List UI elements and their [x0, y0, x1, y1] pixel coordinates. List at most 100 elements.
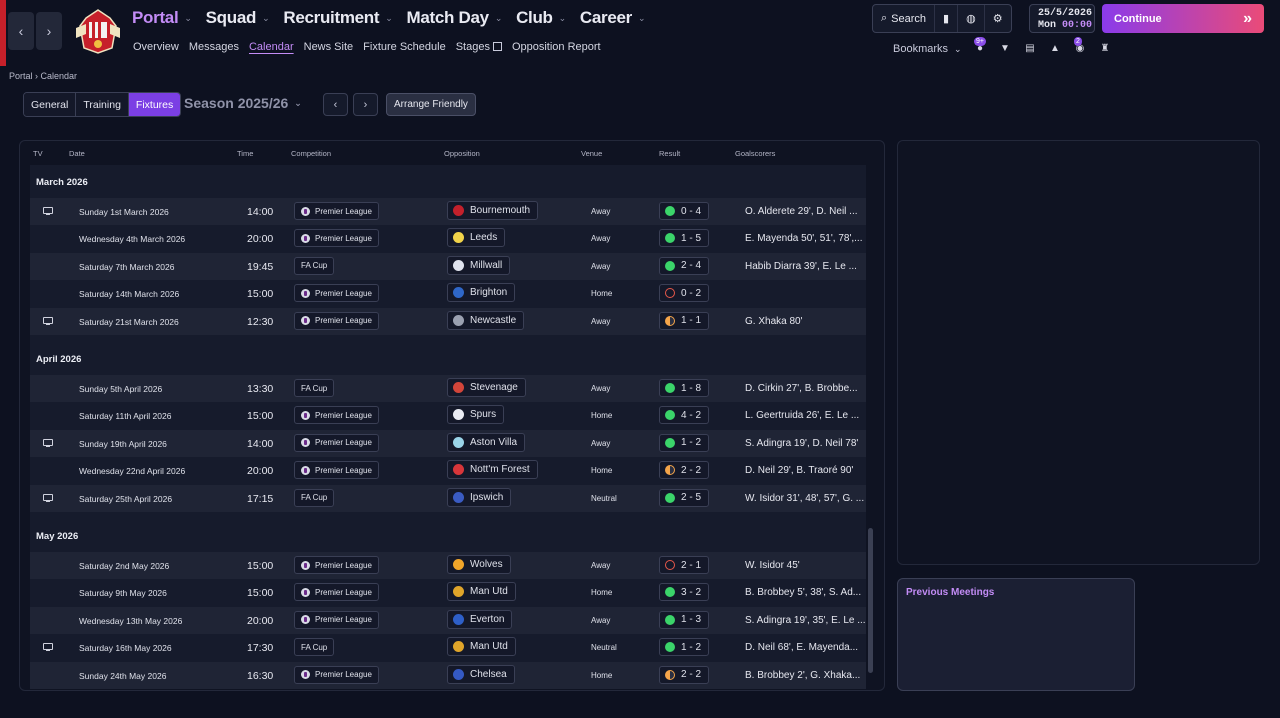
opposition-chip[interactable]: Leeds — [447, 228, 506, 248]
table-row[interactable]: Saturday 9th May 2026 15:00 Premier League… — [30, 579, 866, 607]
tab-general[interactable]: General — [24, 93, 77, 116]
competition-chip[interactable]: Premier League — [294, 284, 379, 303]
result-chip[interactable]: 1 - 3 — [659, 610, 710, 629]
result-chip[interactable]: 2 - 5 — [659, 488, 710, 507]
opposition-chip[interactable]: Man Utd — [447, 637, 516, 657]
tab-training[interactable]: Training — [76, 93, 129, 116]
opposition-chip[interactable]: Everton — [447, 609, 513, 629]
header-date[interactable]: Date — [69, 149, 85, 158]
back-button[interactable]: ‹ — [8, 12, 34, 50]
main-nav-portal[interactable]: Portal ⌄ — [132, 8, 192, 28]
bookmarks-dropdown[interactable]: Bookmarks ⌄ — [893, 43, 962, 55]
opposition-chip[interactable]: Stevenage — [447, 378, 526, 397]
tab-fixtures[interactable]: Fixtures — [128, 93, 181, 116]
main-nav-recruitment[interactable]: Recruitment ⌄ — [283, 8, 392, 28]
opposition-chip[interactable]: Chelsea — [447, 664, 515, 684]
result-chip[interactable]: 1 - 8 — [659, 379, 710, 397]
competition-chip[interactable]: FA Cup — [294, 256, 335, 275]
next-season-button[interactable]: › — [353, 93, 378, 116]
season-dropdown[interactable]: Season 2025/26 ⌄ — [184, 95, 302, 111]
opposition-chip[interactable]: Aston Villa — [447, 432, 526, 452]
competition-chip[interactable]: Premier League — [294, 610, 379, 629]
competition-chip[interactable]: FA Cup — [294, 638, 335, 657]
result-chip[interactable]: 0 - 2 — [659, 284, 710, 303]
header-result[interactable]: Result — [659, 149, 681, 158]
result-chip[interactable]: 2 - 2 — [659, 461, 710, 480]
result-chip[interactable]: 2 - 4 — [659, 256, 710, 275]
scrollbar-thumb[interactable] — [868, 528, 873, 673]
competition-chip[interactable]: Premier League — [294, 461, 379, 480]
search-button[interactable]: ⌕ Search — [873, 5, 936, 32]
header-time[interactable]: Time — [237, 149, 254, 158]
training-button[interactable]: ▲ — [1047, 40, 1063, 56]
opposition-chip[interactable]: Millwall — [447, 255, 511, 275]
result-chip[interactable]: 2 - 2 — [659, 665, 710, 684]
table-row[interactable]: Wednesday 13th May 2026 20:00 Premier Leag… — [30, 606, 866, 634]
competition-chip[interactable]: Premier League — [294, 311, 379, 330]
header-venue[interactable]: Venue — [581, 149, 603, 158]
table-row[interactable]: Saturday 11th April 2026 15:00 Premier Lea… — [30, 402, 866, 430]
main-nav-squad[interactable]: Squad ⌄ — [206, 8, 270, 28]
competition-chip[interactable]: FA Cup — [294, 379, 335, 397]
subnav-calendar[interactable]: Calendar — [248, 41, 294, 53]
inbox-button[interactable]: ● 9+ — [972, 37, 988, 56]
table-row[interactable]: Wednesday 22nd April 2026 20:00 Premier Le… — [30, 457, 866, 485]
subnav-news-site[interactable]: News Site — [303, 41, 354, 53]
table-row[interactable]: Sunday 1st March 2026 14:00 Premier League… — [30, 198, 866, 225]
arrange-friendly-button[interactable]: Arrange Friendly — [386, 93, 476, 116]
result-chip[interactable]: 3 - 2 — [659, 583, 710, 602]
subnav-opposition-report[interactable]: Opposition Report — [511, 41, 601, 53]
competition-chip[interactable]: Premier League — [294, 202, 379, 220]
table-row[interactable]: Sunday 24th May 2026 16:30 Premier League C… — [30, 661, 866, 689]
result-chip[interactable]: 1 - 5 — [659, 229, 710, 248]
main-nav-club[interactable]: Club ⌄ — [516, 8, 566, 28]
bookmark-button[interactable]: ▮ — [935, 5, 959, 32]
table-row[interactable]: Sunday 5th April 2026 13:30 FA Cup Stevenag… — [30, 375, 866, 402]
main-nav-career[interactable]: Career ⌄ — [580, 8, 646, 28]
opposition-chip[interactable]: Ipswich — [447, 487, 512, 507]
subnav-stages[interactable]: Stages — [456, 41, 502, 53]
opposition-chip[interactable]: Brighton — [447, 283, 516, 303]
table-row[interactable]: Saturday 21st March 2026 12:30 Premier Lea… — [30, 307, 866, 335]
result-chip[interactable]: 1 - 1 — [659, 311, 710, 330]
notifications-button[interactable]: ◉ 2 — [1072, 37, 1088, 56]
table-row[interactable]: Saturday 14th March 2026 15:00 Premier Lea… — [30, 280, 866, 308]
table-row[interactable]: Saturday 2nd May 2026 15:00 Premier League… — [30, 552, 866, 579]
world-button[interactable]: ◍ — [958, 5, 985, 32]
competition-chip[interactable]: Premier League — [294, 433, 379, 452]
competition-chip[interactable]: Premier League — [294, 556, 379, 574]
previous-season-button[interactable]: ‹ — [323, 93, 348, 116]
result-chip[interactable]: 1 - 2 — [659, 638, 710, 657]
continue-button[interactable]: Continue » — [1102, 4, 1264, 33]
competition-chip[interactable]: FA Cup — [294, 488, 335, 507]
result-chip[interactable]: 4 - 2 — [659, 406, 710, 425]
table-row[interactable]: Sunday 19th April 2026 14:00 Premier Leagu… — [30, 429, 866, 457]
opposition-chip[interactable]: Nott'm Forest — [447, 460, 538, 480]
table-row[interactable]: Saturday 7th March 2026 19:45 FA Cup Millwa… — [30, 252, 866, 280]
competition-chip[interactable]: Premier League — [294, 229, 379, 248]
kit-button[interactable]: ▼ — [997, 40, 1013, 56]
opposition-chip[interactable]: Spurs — [447, 405, 505, 425]
game-date[interactable]: 25/5/2026 Mon 00:00 — [1029, 4, 1095, 33]
result-chip[interactable]: 1 - 2 — [659, 433, 710, 452]
settings-button[interactable]: ⚙ — [985, 5, 1011, 32]
opposition-chip[interactable]: Wolves — [447, 555, 511, 574]
club-crest-icon[interactable] — [72, 8, 124, 54]
result-chip[interactable]: 2 - 1 — [659, 556, 710, 574]
trophy-button[interactable]: ♜ — [1097, 40, 1113, 56]
table-row[interactable]: Wednesday 4th March 2026 20:00 Premier Lea… — [30, 225, 866, 253]
header-competition[interactable]: Competition — [291, 149, 332, 158]
result-chip[interactable]: 0 - 4 — [659, 202, 710, 220]
header-opposition[interactable]: Opposition — [444, 149, 480, 158]
tactics-button[interactable]: ▤ — [1022, 40, 1038, 56]
subnav-fixture-schedule[interactable]: Fixture Schedule — [363, 41, 446, 53]
breadcrumb-portal[interactable]: Portal — [9, 71, 33, 81]
main-nav-match-day[interactable]: Match Day ⌄ — [406, 8, 502, 28]
subnav-overview[interactable]: Overview — [133, 41, 179, 53]
competition-chip[interactable]: Premier League — [294, 665, 379, 684]
competition-chip[interactable]: Premier League — [294, 583, 379, 602]
opposition-chip[interactable]: Man Utd — [447, 582, 516, 602]
opposition-chip[interactable]: Bournemouth — [447, 201, 539, 220]
competition-chip[interactable]: Premier League — [294, 406, 379, 425]
header-goalscorers[interactable]: Goalscorers — [735, 149, 776, 158]
